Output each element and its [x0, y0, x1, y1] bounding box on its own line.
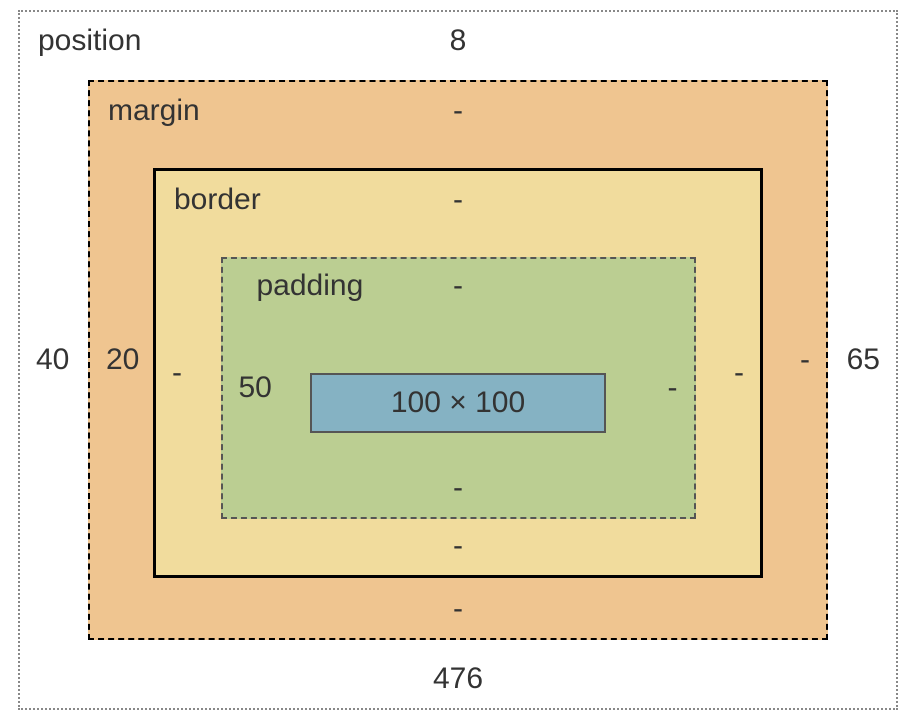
- position-right-value: 65: [847, 343, 880, 377]
- margin-left-value: 20: [106, 343, 139, 377]
- padding-top-value: -: [453, 269, 463, 303]
- padding-bottom-value: -: [453, 471, 463, 505]
- border-label: border: [174, 183, 261, 217]
- margin-right-value: -: [800, 343, 810, 377]
- border-bottom-value: -: [453, 529, 463, 563]
- position-top-value: 8: [450, 24, 467, 58]
- margin-bottom-value: -: [453, 592, 463, 626]
- position-left-value: 40: [36, 343, 69, 377]
- padding-right-value: -: [668, 371, 678, 405]
- border-layer: border - - - - padding - - - 50 100 × 10…: [153, 168, 763, 578]
- padding-layer: padding - - - 50 100 × 100: [221, 257, 696, 519]
- margin-top-value: -: [453, 94, 463, 128]
- position-layer: position 8 65 476 40 margin - - - 20 bor…: [18, 10, 898, 710]
- padding-left-value: 50: [239, 371, 272, 405]
- margin-label: margin: [108, 94, 200, 128]
- content-dimensions: 100 × 100: [391, 386, 525, 420]
- border-top-value: -: [453, 183, 463, 217]
- border-right-value: -: [734, 356, 744, 390]
- content-layer: 100 × 100: [310, 373, 606, 433]
- border-left-value: -: [172, 356, 182, 390]
- position-bottom-value: 476: [433, 662, 483, 696]
- margin-layer: margin - - - 20 border - - - - padding -…: [88, 80, 828, 640]
- position-label: position: [38, 24, 141, 58]
- padding-label: padding: [257, 269, 364, 303]
